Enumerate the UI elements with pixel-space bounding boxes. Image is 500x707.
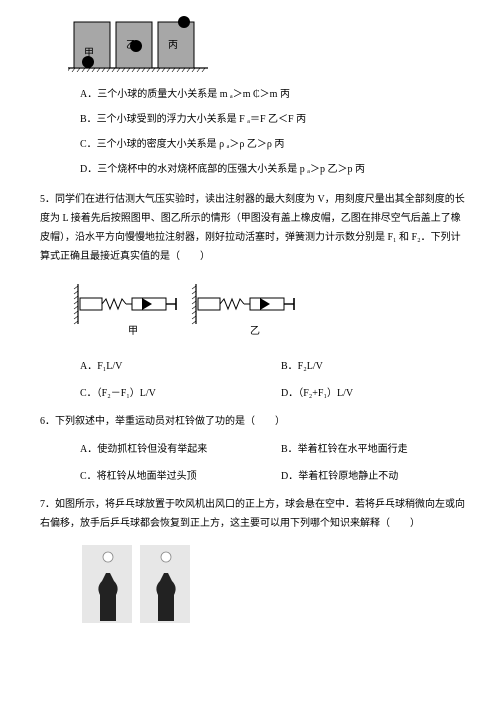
syringe-svg: 甲乙 xyxy=(72,276,302,340)
q5-text: 5．同学们在进行估测大气压实验时，读出注射器的最大刻度为 V，用刻度尺量出其全部… xyxy=(32,190,468,266)
q4-option-c: C．三个小球的密度大小关系是 ρ ₐ＞ρ 乙＞ρ 丙 xyxy=(80,136,468,153)
q5-option-b: B．F₂L/V xyxy=(281,358,468,375)
q6-text: 6．下列叙述中，举重运动员对杠铃做了功的是（ ） xyxy=(32,412,468,431)
svg-text:甲: 甲 xyxy=(128,326,138,337)
bottle-figure xyxy=(80,543,468,631)
beaker-figure: 甲乙丙 xyxy=(68,14,468,72)
q5-option-a: A．F₁L/V xyxy=(80,358,267,375)
q6-options: A．使劲抓杠铃但没有举起来 B．举着杠铃在水平地面行走 C．将杠铃从地面举过头顶… xyxy=(80,441,468,485)
bottle-svg xyxy=(80,543,200,625)
q6-option-d: D．举着杠铃原地静止不动 xyxy=(281,468,468,485)
q6-option-c: C．将杠铃从地面举过头顶 xyxy=(80,468,267,485)
q4-option-d: D．三个烧杯中的水对烧杯底部的压强大小关系是 p ₐ＞p 乙＞p 丙 xyxy=(80,161,468,178)
q5-options: A．F₁L/V B．F₂L/V C．（F₂－F₁）L/V D．（F₂+F₁）L/… xyxy=(80,358,468,402)
svg-text:丙: 丙 xyxy=(168,40,178,51)
q5-option-c: C．（F₂－F₁）L/V xyxy=(80,385,267,402)
q6-option-a: A．使劲抓杠铃但没有举起来 xyxy=(80,441,267,458)
q4-options: A．三个小球的质量大小关系是 m ₐ＞m ₵＞m 丙 B．三个小球受到的浮力大小… xyxy=(80,86,468,178)
syringe-figure: 甲乙 xyxy=(72,276,468,346)
svg-text:甲: 甲 xyxy=(84,48,94,59)
svg-text:乙: 乙 xyxy=(126,39,136,51)
svg-text:乙: 乙 xyxy=(250,325,260,337)
beakers-svg: 甲乙丙 xyxy=(68,14,208,72)
q4-option-b: B．三个小球受到的浮力大小关系是 F ₐ＝F 乙＜F 丙 xyxy=(80,111,468,128)
q7-text: 7．如图所示，将乒乓球放置于吹风机出风口的正上方，球会悬在空中．若将乒乓球稍微向… xyxy=(32,495,468,533)
q6-option-b: B．举着杠铃在水平地面行走 xyxy=(281,441,468,458)
q5-option-d: D．（F₂+F₁）L/V xyxy=(281,385,468,402)
q4-option-a: A．三个小球的质量大小关系是 m ₐ＞m ₵＞m 丙 xyxy=(80,86,468,103)
